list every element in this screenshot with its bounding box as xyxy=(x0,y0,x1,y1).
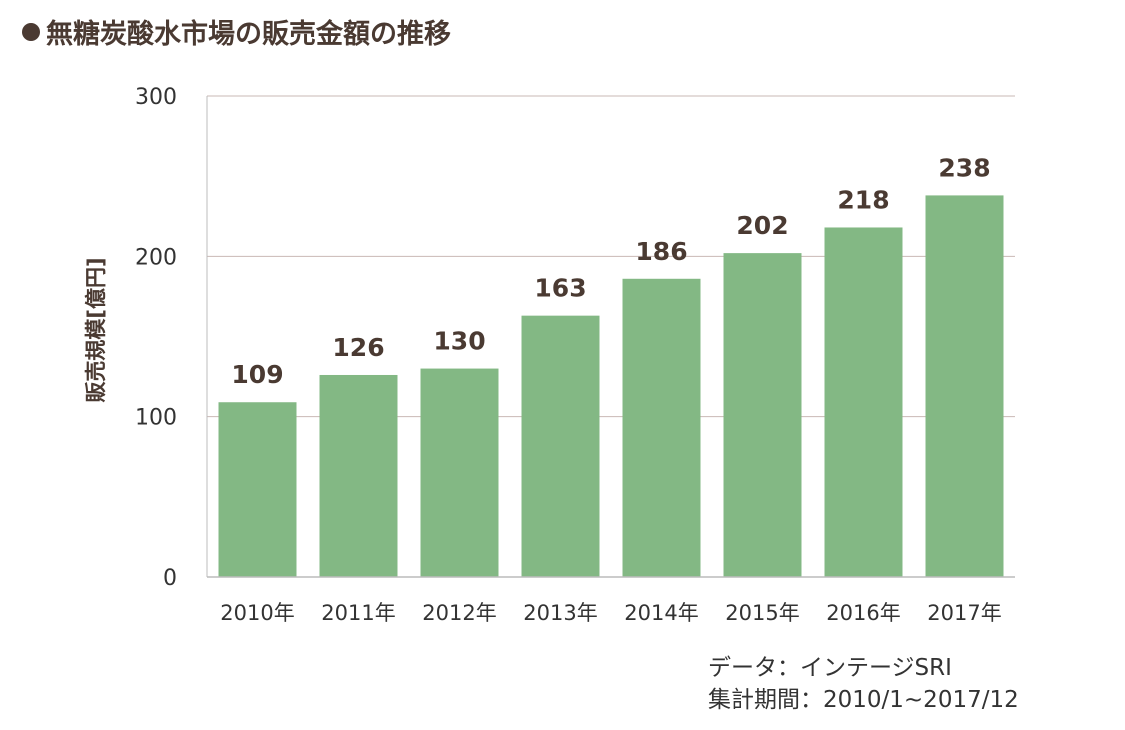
bar xyxy=(724,253,802,577)
y-tick-label: 300 xyxy=(135,85,177,110)
bar xyxy=(522,316,600,577)
y-tick-label: 0 xyxy=(163,566,177,591)
source-line-data: データ：インテージSRI xyxy=(708,652,1019,684)
source-note: データ：インテージSRI 集計期間：2010/1~2017/12 xyxy=(708,652,1019,716)
x-tick-label: 2010年 xyxy=(220,601,294,625)
x-tick-label: 2013年 xyxy=(523,601,597,625)
bar xyxy=(320,375,398,577)
y-axis-title: 販売規模[億円] xyxy=(84,257,108,402)
data-label: 186 xyxy=(635,237,687,266)
y-tick-label: 100 xyxy=(135,406,177,431)
y-tick-label: 200 xyxy=(135,245,177,270)
source-line-period: 集計期間：2010/1~2017/12 xyxy=(708,684,1019,716)
data-label: 218 xyxy=(837,185,889,214)
x-tick-label: 2016年 xyxy=(826,601,900,625)
x-tick-label: 2015年 xyxy=(725,601,799,625)
data-label: 163 xyxy=(534,274,586,303)
bar xyxy=(623,279,701,577)
x-tick-label: 2012年 xyxy=(422,601,496,625)
bar xyxy=(219,402,297,577)
x-tick-label: 2011年 xyxy=(321,601,395,625)
data-label: 202 xyxy=(736,211,788,240)
data-label: 130 xyxy=(433,327,485,356)
x-tick-label: 2017年 xyxy=(927,601,1001,625)
x-tick-label: 2014年 xyxy=(624,601,698,625)
bar xyxy=(926,195,1004,577)
data-label: 238 xyxy=(938,153,990,182)
data-label: 109 xyxy=(231,360,283,389)
bar xyxy=(825,227,903,577)
bar xyxy=(421,369,499,577)
data-label: 126 xyxy=(332,333,384,362)
